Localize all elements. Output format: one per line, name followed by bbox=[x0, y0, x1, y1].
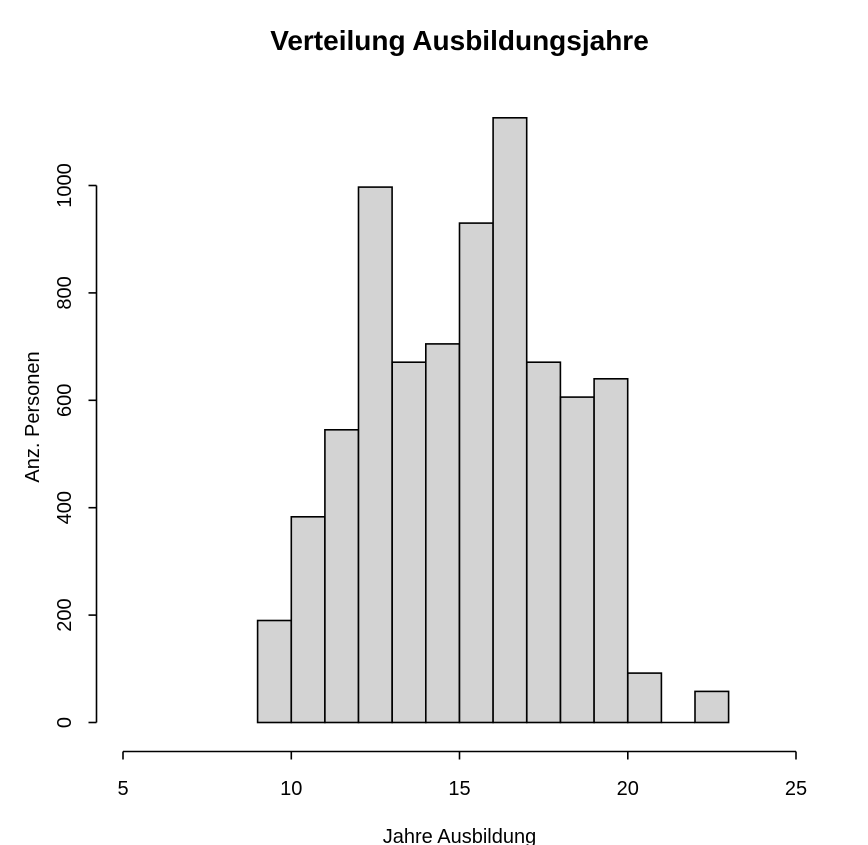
y-tick-label: 1000 bbox=[54, 163, 76, 208]
bars-layer bbox=[256, 117, 730, 724]
y-tick-label: 600 bbox=[54, 384, 76, 417]
x-tick-label: 10 bbox=[280, 778, 302, 800]
histogram-bar bbox=[290, 515, 326, 724]
histogram-bar bbox=[694, 690, 730, 724]
x-axis-title: Jahre Ausbildung bbox=[383, 826, 536, 845]
histogram-bar bbox=[357, 186, 393, 724]
histogram-bar bbox=[391, 361, 427, 724]
histogram-bar bbox=[324, 428, 360, 724]
y-axis-title: Anz. Personen bbox=[22, 351, 44, 482]
histogram-bar bbox=[458, 222, 494, 724]
y-tick-label: 200 bbox=[54, 598, 76, 631]
x-tick-label: 15 bbox=[448, 778, 470, 800]
histogram-bar bbox=[559, 396, 595, 724]
histogram-bar bbox=[593, 377, 629, 724]
histogram-bar bbox=[626, 672, 663, 724]
histogram-bar bbox=[492, 117, 528, 724]
x-tick-label: 25 bbox=[785, 778, 807, 800]
x-tick-label: 20 bbox=[617, 778, 639, 800]
histogram-bar bbox=[256, 619, 293, 724]
y-tick-label: 400 bbox=[54, 491, 76, 524]
histogram-bar bbox=[525, 361, 562, 724]
histogram-bar bbox=[424, 343, 461, 724]
y-tick-label: 0 bbox=[54, 717, 76, 728]
x-tick-label: 5 bbox=[117, 778, 128, 800]
axes-layer: 0 200 400 600 800 1000 5 10 15 20 25 bbox=[54, 163, 807, 800]
y-tick-label: 800 bbox=[54, 276, 76, 309]
chart-title: Verteilung Ausbildungsjahre bbox=[270, 25, 649, 56]
